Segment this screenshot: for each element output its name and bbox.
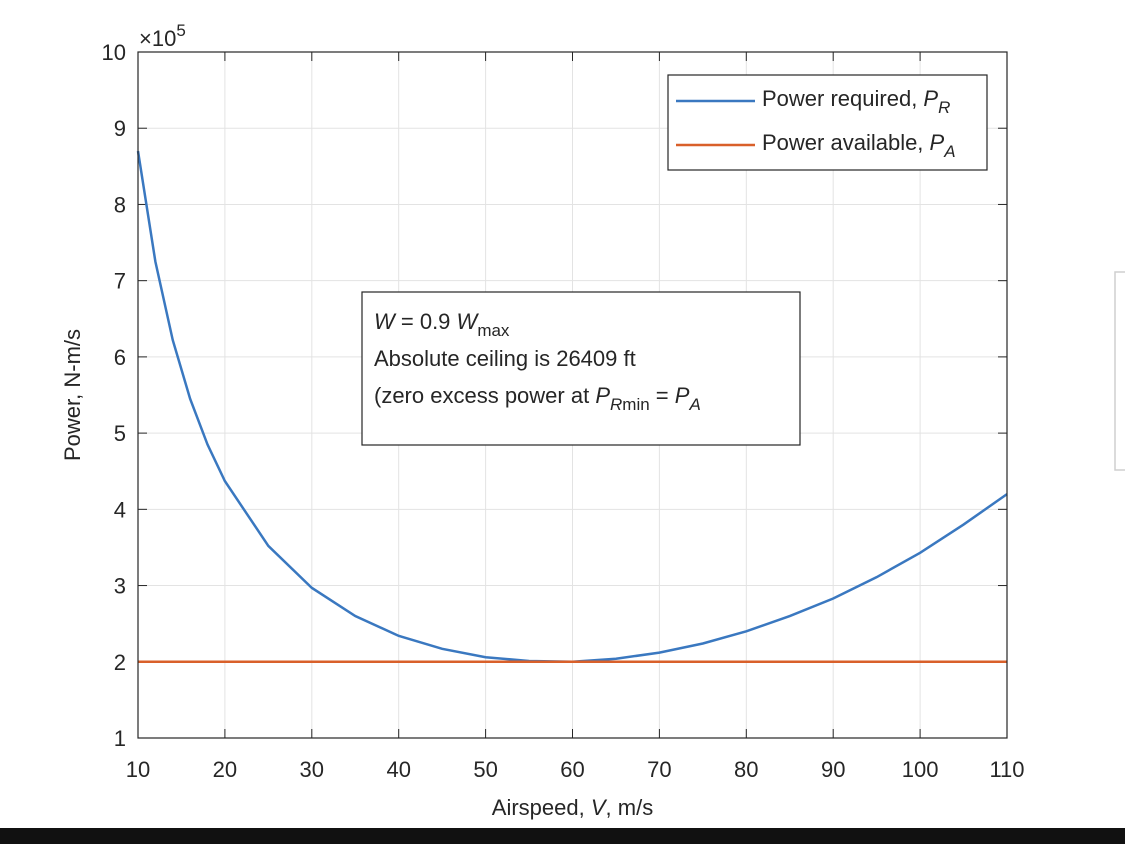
x-tick-label: 90 (821, 757, 845, 782)
text-segment: Airspeed, (492, 795, 591, 820)
text-segment: 5 (176, 21, 185, 40)
text-segment: Power, N-m/s (60, 329, 85, 461)
annotation-line: Absolute ceiling is 26409 ft (374, 346, 636, 371)
data-line (136, 150, 1008, 664)
y-tick-label: 3 (114, 574, 126, 599)
text-segment: Absolute ceiling is 26409 ft (374, 346, 636, 371)
text-segment: Power required, (762, 86, 923, 111)
x-tick-label: 80 (734, 757, 758, 782)
plot-area (136, 51, 1008, 739)
x-tick-label: 20 (213, 757, 237, 782)
y-tick-label: 7 (114, 269, 126, 294)
text-segment: V (591, 795, 608, 820)
x-axis-label: Airspeed, V, m/s (492, 795, 653, 820)
x-tick-label: 60 (560, 757, 584, 782)
y-tick-label: 5 (114, 421, 126, 446)
text-segment: P (595, 383, 610, 408)
y-axis-label: Power, N-m/s (60, 329, 85, 461)
text-segment: ×10 (139, 26, 176, 51)
text-segment: P (923, 86, 938, 111)
text-segment: P (930, 130, 945, 155)
text-segment: Power available, (762, 130, 930, 155)
legend-label: Power available, PA (762, 130, 956, 161)
y-tick-label: 4 (114, 497, 126, 522)
x-tick-label: 10 (126, 757, 150, 782)
annotation-line: (zero excess power at PRmin = PA (374, 383, 701, 414)
text-segment: P (675, 383, 690, 408)
text-segment: A (943, 142, 955, 161)
x-tick-label: 40 (386, 757, 410, 782)
axis-multiplier: ×105 (139, 21, 186, 51)
text-segment: , m/s (606, 795, 654, 820)
text-segment: = (650, 383, 675, 408)
bottom-bar (0, 828, 1125, 844)
text-segment: W (374, 309, 397, 334)
text-segment: max (477, 321, 510, 340)
y-tick-label: 2 (114, 650, 126, 675)
text-segment: W (457, 309, 480, 334)
x-tick-label: 30 (300, 757, 324, 782)
axes-box (137, 51, 1008, 739)
text-segment: A (688, 395, 700, 414)
legend-box (667, 74, 988, 171)
side-panel (1114, 271, 1125, 471)
y-tick-label: 8 (114, 192, 126, 217)
text-segment: R (610, 395, 622, 414)
y-tick-label: 6 (114, 345, 126, 370)
annotation-line: W = 0.9 Wmax (374, 309, 510, 340)
y-tick-label: 1 (114, 726, 126, 751)
x-tick-label: 50 (473, 757, 497, 782)
text-segment: R (938, 98, 950, 117)
text-segment: = 0.9 (395, 309, 457, 334)
labels: 10 20 30 40 50 60 70 80 90 100 110 1 2 3 4 5 6 7 8 9 10 Power… (60, 21, 1025, 820)
text-segment: min (622, 395, 649, 414)
annotation-box (361, 291, 801, 446)
x-tick-label: 110 (989, 757, 1024, 782)
y-tick-label: 9 (114, 116, 126, 141)
y-tick-label: 10 (102, 40, 126, 65)
legend-label: Power required, PR (762, 86, 950, 117)
x-tick-label: 100 (902, 757, 939, 782)
x-tick-label: 70 (647, 757, 671, 782)
text-segment: (zero excess power at (374, 383, 595, 408)
annotation: W = 0.9 Wmax Absolute ceiling is 26409 ft… (361, 291, 801, 446)
